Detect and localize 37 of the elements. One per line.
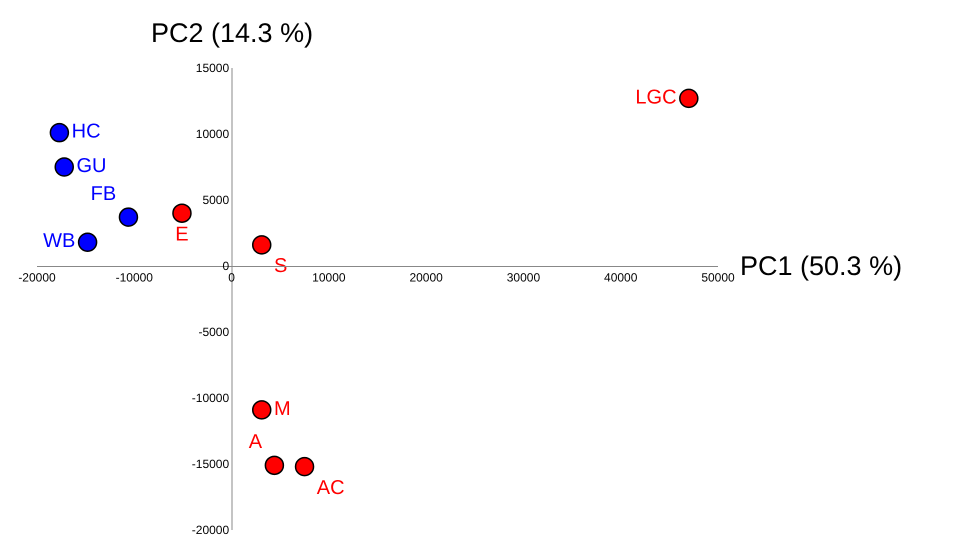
y-tick-label: 10000	[196, 127, 230, 142]
y-tick-label: -5000	[198, 325, 230, 340]
point	[679, 88, 699, 108]
data-label: GU	[76, 155, 106, 177]
x-tick-label: 40000	[604, 270, 638, 284]
point	[264, 456, 284, 476]
data-label: M	[274, 398, 291, 420]
y-tick-label: -20000	[192, 523, 230, 538]
y-tick-label: 15000	[196, 61, 230, 76]
point	[78, 232, 98, 252]
point	[294, 456, 314, 476]
y-axis-title: PC2 (14.3 %)	[151, 18, 314, 48]
point	[118, 207, 138, 227]
data-label: FB	[90, 182, 116, 205]
data-label: AC	[316, 476, 345, 499]
point	[252, 400, 272, 420]
y-tick-label: 5000	[202, 193, 230, 208]
point	[252, 235, 272, 255]
point	[172, 203, 192, 223]
data-label: E	[175, 223, 189, 246]
y-tick-label: -10000	[192, 391, 230, 406]
data-label: A	[248, 431, 263, 454]
point	[50, 122, 70, 142]
data-label: WB	[43, 230, 76, 252]
x-tick-label: 30000	[506, 270, 540, 284]
x-tick-label: 50000	[701, 270, 736, 284]
x-tick-label: 10000	[312, 270, 346, 284]
data-label: S	[274, 255, 288, 278]
data-label: LGC	[635, 86, 677, 108]
x-tick-label: 20000	[409, 270, 444, 284]
data-label: HC	[72, 120, 101, 143]
y-tick-label: -15000	[192, 457, 230, 472]
point	[54, 157, 74, 177]
x-tick-label: -20000	[18, 270, 56, 284]
x-axis-title: PC1 (50.3 %)	[740, 251, 902, 281]
x-tick-label: -10000	[116, 270, 154, 284]
y-tick-label: 0	[222, 259, 230, 274]
